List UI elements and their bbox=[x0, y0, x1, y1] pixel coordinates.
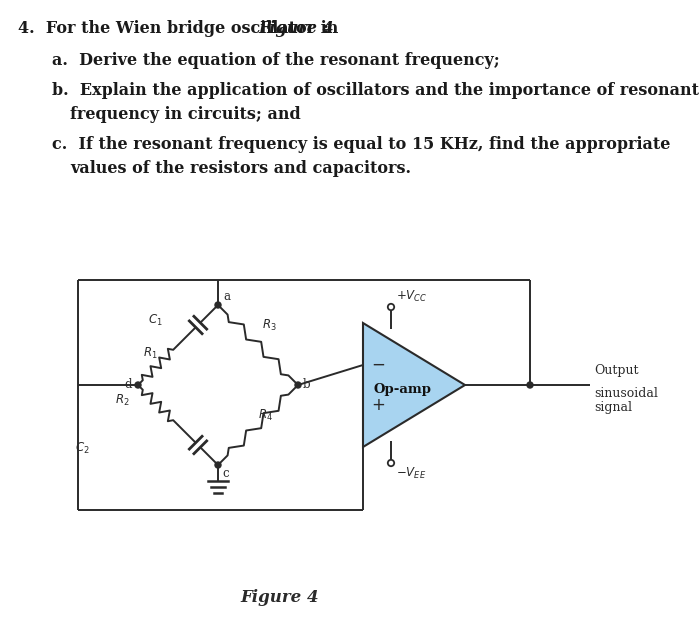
Circle shape bbox=[215, 302, 221, 308]
Text: $C_1$: $C_1$ bbox=[148, 312, 163, 327]
Text: Output: Output bbox=[594, 364, 638, 377]
Polygon shape bbox=[363, 323, 465, 447]
Text: :: : bbox=[323, 20, 329, 37]
Text: $R_3$: $R_3$ bbox=[262, 317, 276, 332]
Circle shape bbox=[135, 382, 141, 388]
Text: sinusoidal: sinusoidal bbox=[594, 387, 658, 400]
Text: $R_1$: $R_1$ bbox=[144, 346, 158, 360]
Text: d: d bbox=[124, 379, 132, 391]
Text: Op-amp: Op-amp bbox=[374, 382, 432, 396]
Text: −: − bbox=[371, 356, 385, 374]
Text: 4.  For the Wien bridge oscillator in: 4. For the Wien bridge oscillator in bbox=[18, 20, 344, 37]
Circle shape bbox=[215, 462, 221, 468]
Text: b: b bbox=[303, 379, 311, 391]
Circle shape bbox=[388, 304, 394, 310]
Text: c: c bbox=[222, 467, 229, 480]
Text: signal: signal bbox=[594, 401, 632, 414]
Text: b.  Explain the application of oscillators and the importance of resonant: b. Explain the application of oscillator… bbox=[52, 82, 699, 99]
Circle shape bbox=[388, 460, 394, 466]
Text: Figure 4: Figure 4 bbox=[258, 20, 334, 37]
Circle shape bbox=[295, 382, 301, 388]
Text: $R_2$: $R_2$ bbox=[116, 392, 130, 408]
Text: +: + bbox=[371, 396, 385, 414]
Text: $+V_{CC}$: $+V_{CC}$ bbox=[396, 289, 428, 304]
Text: frequency in circuits; and: frequency in circuits; and bbox=[70, 106, 301, 123]
Text: a.  Derive the equation of the resonant frequency;: a. Derive the equation of the resonant f… bbox=[52, 52, 500, 69]
Text: a: a bbox=[223, 290, 230, 303]
Text: values of the resistors and capacitors.: values of the resistors and capacitors. bbox=[70, 160, 411, 177]
Text: $R_4$: $R_4$ bbox=[258, 408, 273, 423]
Text: Figure 4: Figure 4 bbox=[241, 590, 319, 607]
Text: $C_2$: $C_2$ bbox=[76, 441, 90, 456]
Circle shape bbox=[527, 382, 533, 388]
Text: c.  If the resonant frequency is equal to 15 KHz, find the appropriate: c. If the resonant frequency is equal to… bbox=[52, 136, 671, 153]
Text: $-V_{EE}$: $-V_{EE}$ bbox=[396, 466, 426, 481]
